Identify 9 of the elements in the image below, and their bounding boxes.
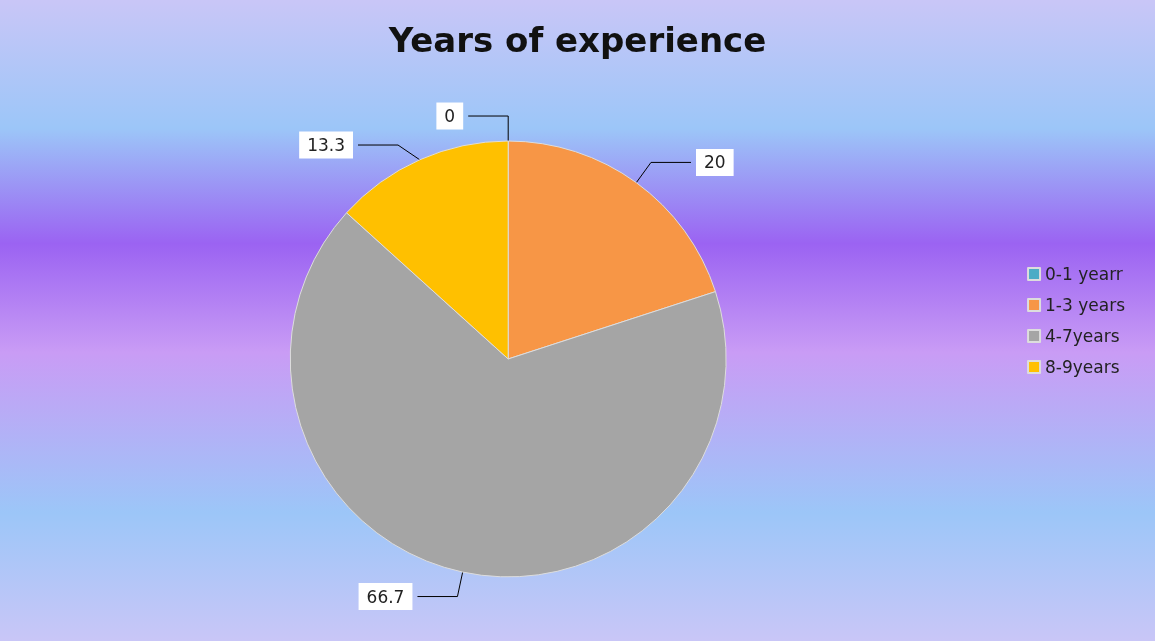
text: 0 [444,106,456,127]
legend-label: 1-3 years [1045,295,1126,315]
legend-label: 0-1 yearr [1045,264,1123,284]
data-label: 20 [704,152,726,173]
data-label: 13.3 [307,135,346,156]
chart-title: Years of experience [387,20,767,60]
data-label: 66.7 [366,586,405,607]
legend-label: 8-9years [1045,357,1120,377]
legend-label: 4-7years [1045,326,1120,346]
